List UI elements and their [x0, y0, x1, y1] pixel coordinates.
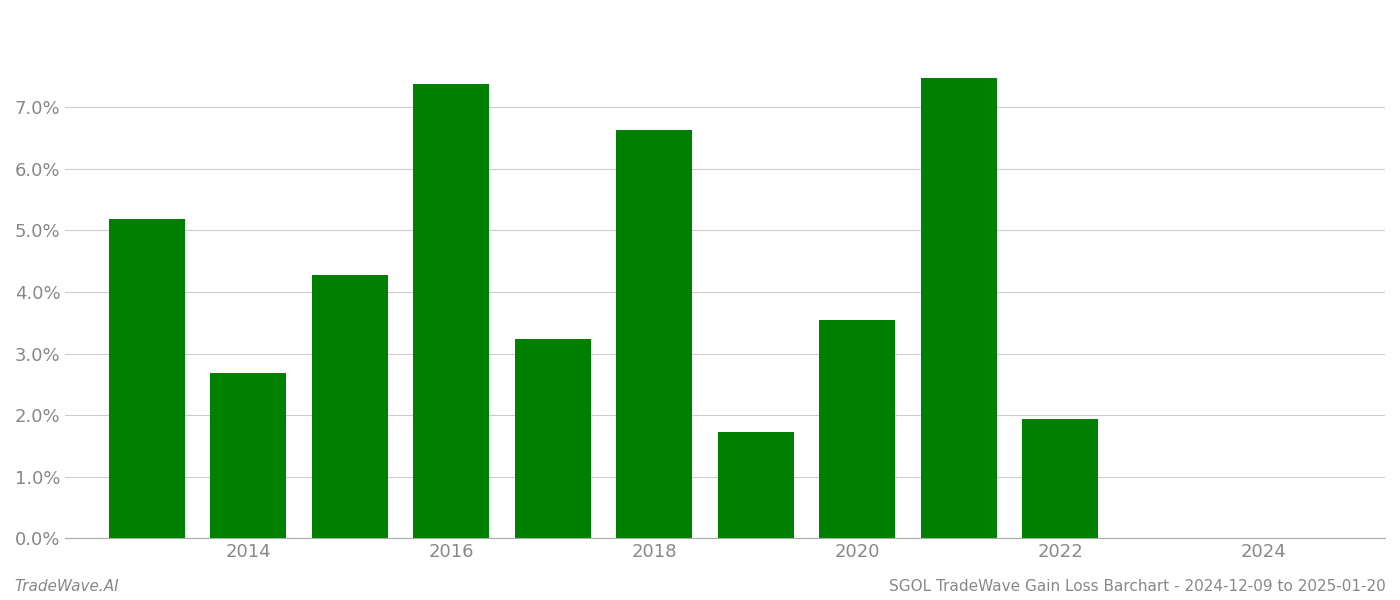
Bar: [210, 373, 286, 538]
Bar: [718, 432, 794, 538]
Bar: [819, 320, 895, 538]
Text: TradeWave.AI: TradeWave.AI: [14, 579, 119, 594]
Bar: [515, 339, 591, 538]
Bar: [312, 275, 388, 538]
Bar: [1022, 419, 1098, 538]
Bar: [616, 130, 692, 538]
Text: SGOL TradeWave Gain Loss Barchart - 2024-12-09 to 2025-01-20: SGOL TradeWave Gain Loss Barchart - 2024…: [889, 579, 1386, 594]
Bar: [413, 84, 489, 538]
Bar: [109, 219, 185, 538]
Bar: [921, 78, 997, 538]
